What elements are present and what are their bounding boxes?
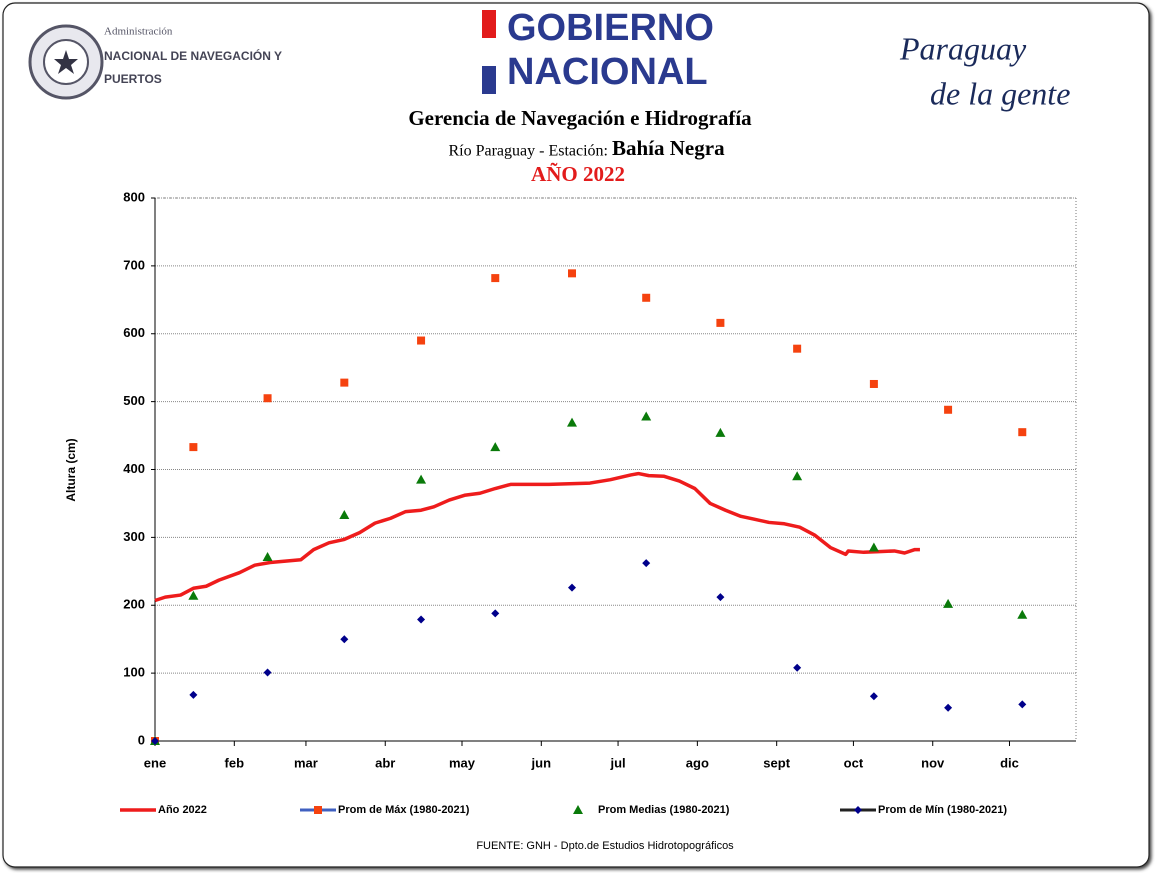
subtitle: Río Paraguay - Estación: xyxy=(448,143,608,160)
marker-triangle xyxy=(868,542,879,552)
marker-diamond xyxy=(491,609,500,618)
marker-diamond xyxy=(642,559,651,568)
marker-diamond xyxy=(869,692,878,701)
marker-triangle xyxy=(567,417,578,427)
y-tick-label: 100 xyxy=(123,665,145,680)
agency-line: NACIONAL DE NAVEGACIÓN Y xyxy=(104,48,282,63)
x-tick-label: sept xyxy=(763,755,790,770)
marker-square xyxy=(568,269,577,278)
marker-diamond xyxy=(1018,700,1027,709)
marker-triangle xyxy=(490,442,501,452)
marker-diamond xyxy=(944,703,953,712)
marker-diamond xyxy=(793,663,802,672)
marker-diamond xyxy=(568,583,577,592)
legend-label: Prom de Mín (1980-2021) xyxy=(878,804,1007,816)
gov-text: NACIONAL xyxy=(507,51,708,93)
x-tick-label: jun xyxy=(531,755,552,770)
y-tick-label: 300 xyxy=(123,529,145,544)
y-axis-label: Altura (cm) xyxy=(64,438,78,501)
y-tick-label: 800 xyxy=(123,189,145,204)
x-tick-label: mar xyxy=(294,755,318,770)
seal xyxy=(28,24,104,100)
agency-line: PUERTOS xyxy=(104,72,162,86)
flag-red xyxy=(482,10,496,38)
marker-triangle xyxy=(573,805,583,814)
marker-square xyxy=(189,443,198,452)
marker-square xyxy=(417,336,426,345)
year-label: AÑO 2022 xyxy=(531,162,625,186)
flag-blue xyxy=(482,66,496,94)
y-tick-label: 500 xyxy=(123,393,145,408)
legend-label: Año 2022 xyxy=(158,804,207,816)
marker-diamond xyxy=(417,615,426,624)
marker-diamond xyxy=(854,806,862,814)
marker-square xyxy=(716,318,725,327)
marker-diamond xyxy=(340,635,349,644)
x-tick-label: ene xyxy=(144,755,166,770)
brand-text: de la gente xyxy=(930,75,1070,111)
marker-square xyxy=(1018,428,1027,437)
agency-small: Administración xyxy=(104,26,173,38)
y-tick-label: 0 xyxy=(138,732,145,747)
marker-triangle xyxy=(641,411,652,421)
x-tick-label: ago xyxy=(686,755,709,770)
marker-square xyxy=(263,394,272,403)
legend-label: Prom de Máx (1980-2021) xyxy=(338,804,470,816)
marker-diamond xyxy=(151,737,159,745)
marker-square xyxy=(314,806,322,814)
y-tick-label: 600 xyxy=(123,325,145,340)
y-tick-label: 700 xyxy=(123,257,145,272)
marker-diamond xyxy=(716,593,725,602)
x-tick-label: oct xyxy=(844,755,864,770)
marker-square xyxy=(642,293,651,302)
marker-triangle xyxy=(715,427,726,437)
marker-square xyxy=(944,405,953,414)
station: Bahía Negra xyxy=(612,136,725,160)
marker-triangle xyxy=(262,552,273,562)
marker-triangle xyxy=(188,590,199,600)
data-line xyxy=(154,471,920,603)
marker-triangle xyxy=(416,474,427,484)
x-tick-label: nov xyxy=(921,755,945,770)
marker-triangle xyxy=(1017,609,1028,619)
marker-diamond xyxy=(263,668,272,677)
legend-label: Prom Medias (1980-2021) xyxy=(598,804,730,816)
y-tick-label: 200 xyxy=(123,597,145,612)
source: FUENTE: GNH - Dpto.de Estudios Hidrotopo… xyxy=(476,840,734,852)
marker-triangle xyxy=(792,471,803,481)
brand-text: Paraguay xyxy=(899,30,1027,66)
marker-diamond xyxy=(189,690,198,699)
marker-triangle xyxy=(943,598,954,608)
chart-title: Gerencia de Navegación e Hidrografía xyxy=(408,106,752,130)
marker-square xyxy=(491,274,500,283)
marker-square xyxy=(869,379,878,388)
marker-square xyxy=(793,344,802,353)
x-tick-label: may xyxy=(449,755,476,770)
x-tick-label: jul xyxy=(609,755,625,770)
gov-text: GOBIERNO xyxy=(507,7,714,49)
marker-square xyxy=(340,378,349,387)
x-tick-label: abr xyxy=(375,755,395,770)
x-tick-label: dic xyxy=(1000,755,1019,770)
marker-triangle xyxy=(339,509,350,519)
x-tick-label: feb xyxy=(225,755,245,770)
y-tick-label: 400 xyxy=(123,461,145,476)
